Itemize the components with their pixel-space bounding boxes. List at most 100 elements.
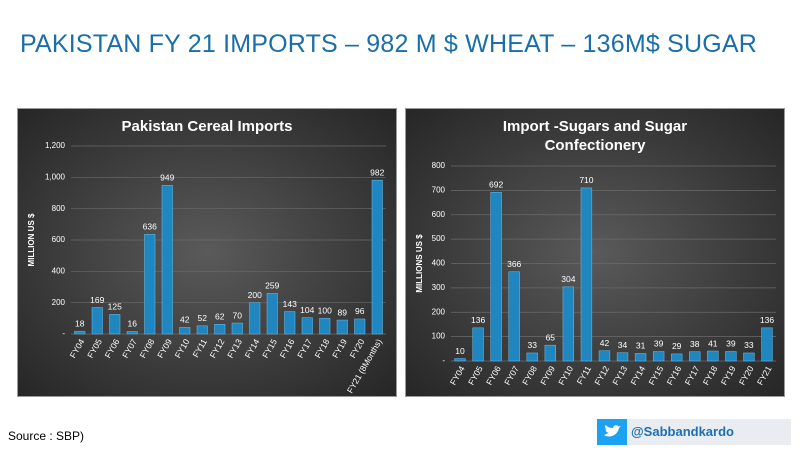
y-axis-label: MILLION US $ [27, 213, 36, 266]
value-label: 104 [300, 305, 314, 315]
value-label: 125 [108, 302, 122, 312]
bar [544, 344, 556, 362]
y-tick-label: 600 [432, 210, 446, 219]
value-label: 52 [198, 313, 208, 323]
x-tick-label: FY08 [138, 337, 157, 360]
value-label: 169 [90, 295, 104, 305]
value-label: 29 [672, 341, 682, 351]
x-tick-label: FY09 [538, 364, 557, 387]
value-label: 16 [128, 319, 138, 329]
bar [671, 353, 683, 362]
value-label: 304 [561, 274, 575, 284]
y-tick-label: 400 [432, 259, 446, 268]
x-tick-label: FY11 [575, 364, 594, 386]
y-tick-label: 1,200 [45, 141, 66, 150]
value-label: 65 [546, 332, 556, 342]
value-label: 38 [690, 339, 700, 349]
x-tick-label: FY17 [295, 337, 314, 360]
bar [161, 185, 173, 335]
x-tick-label: FY16 [665, 364, 684, 387]
bar [580, 187, 593, 362]
y-tick-label: - [442, 356, 445, 365]
chart-panel: - 200 400 600 800 1,000 1,200 MILLION US $ 18 FY0… [17, 108, 397, 397]
x-tick-label: FY18 [313, 337, 332, 360]
value-label: 259 [265, 281, 279, 291]
bar [144, 234, 156, 335]
bar [196, 325, 208, 335]
bar [634, 353, 647, 362]
twitter-icon [597, 419, 627, 445]
value-label: 42 [600, 338, 610, 348]
bar [652, 351, 665, 362]
bar [109, 314, 121, 335]
y-tick-label: 300 [432, 283, 446, 292]
x-tick-label: FY19 [719, 364, 738, 387]
value-label: 710 [579, 175, 593, 185]
chart-title: Import -Sugars and Sugar Confectionery [502, 118, 688, 154]
y-tick-label: 700 [432, 185, 446, 194]
bar [126, 331, 138, 335]
bar [454, 358, 466, 362]
x-tick-label: FY16 [278, 337, 297, 360]
value-label: 982 [370, 167, 384, 177]
bar [249, 302, 261, 335]
bar [74, 330, 86, 335]
bar [508, 271, 520, 362]
bar [179, 327, 191, 335]
x-tick-label: FY06 [484, 364, 503, 387]
social-badge: @Sabbandkardo [597, 419, 791, 445]
bar [562, 286, 575, 362]
value-label: 42 [180, 315, 190, 325]
x-tick-label: FY17 [683, 364, 702, 387]
x-tick-label: FY13 [610, 364, 629, 387]
x-tick-label: FY14 [628, 364, 647, 387]
x-tick-label: FY09 [155, 337, 174, 360]
y-tick-label: 500 [432, 234, 446, 243]
value-label: 41 [708, 338, 718, 348]
value-label: 18 [75, 318, 85, 328]
bar [490, 192, 502, 362]
bar [214, 324, 226, 335]
x-tick-label: FY21 (8Months) [345, 337, 384, 395]
value-label: 200 [248, 290, 262, 300]
source-note: Source : SBP) [8, 429, 85, 443]
x-tick-label: FY20 [737, 364, 756, 387]
x-tick-label: FY19 [330, 337, 349, 360]
y-tick-label: - [62, 329, 65, 338]
bar [336, 319, 348, 335]
x-tick-label: FY10 [173, 337, 192, 360]
bar [725, 351, 737, 362]
value-label: 39 [726, 339, 736, 349]
value-label: 100 [318, 306, 332, 316]
bar [91, 307, 103, 335]
y-tick-label: 100 [432, 332, 446, 341]
bar [616, 352, 629, 362]
bar [266, 293, 278, 335]
y-axis-label: MILLIONS US $ [415, 234, 424, 293]
bar [689, 351, 701, 362]
value-label: 31 [636, 341, 646, 351]
x-tick-label: FY21 [755, 364, 774, 387]
bar [301, 317, 313, 335]
x-tick-label: FY12 [592, 364, 611, 387]
bar [319, 318, 331, 335]
value-label: 96 [355, 306, 365, 316]
value-label: 143 [283, 299, 297, 309]
x-tick-label: FY15 [646, 364, 665, 387]
bar [526, 352, 538, 362]
x-tick-label: FY12 [208, 337, 227, 360]
bar [472, 327, 484, 362]
value-label: 62 [215, 312, 225, 322]
y-tick-label: 400 [52, 266, 66, 275]
bar [354, 318, 366, 335]
x-tick-label: FY04 [448, 364, 467, 387]
y-tick-label: 200 [52, 298, 66, 307]
bar [598, 350, 611, 362]
value-label: 636 [143, 222, 157, 232]
x-tick-label: FY05 [466, 364, 485, 387]
value-label: 34 [618, 340, 628, 350]
y-tick-label: 600 [52, 235, 66, 244]
y-tick-label: 800 [52, 204, 66, 213]
y-tick-label: 1,000 [45, 172, 66, 181]
x-tick-label: FY13 [225, 337, 244, 360]
